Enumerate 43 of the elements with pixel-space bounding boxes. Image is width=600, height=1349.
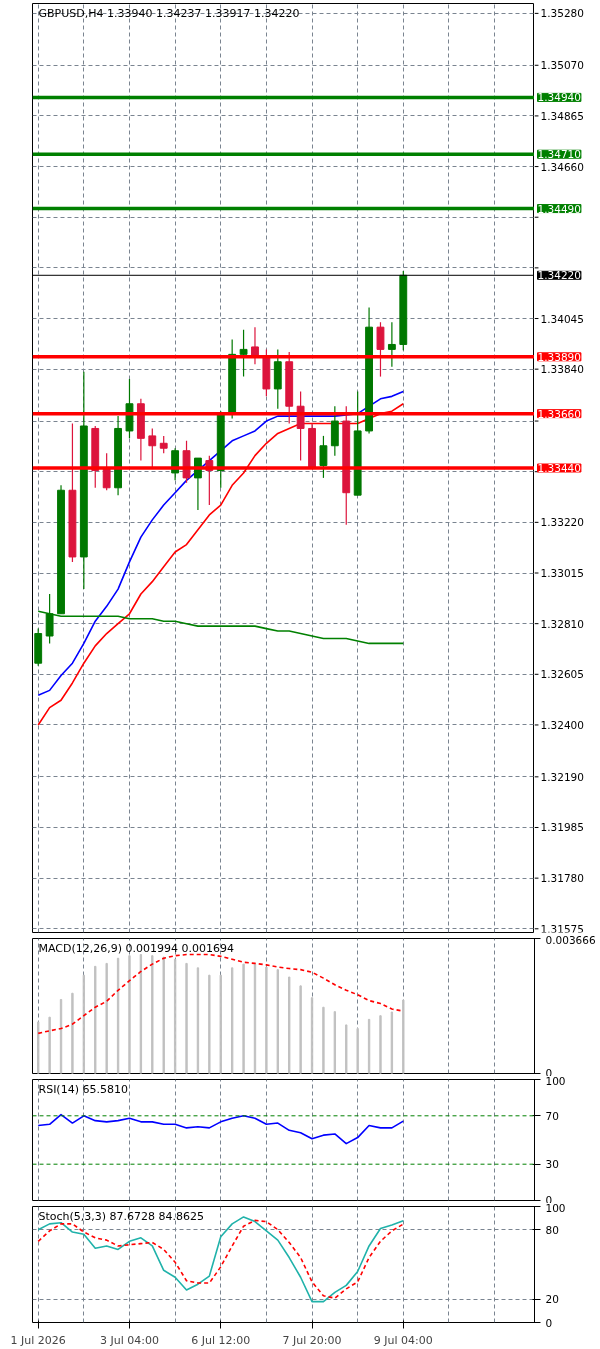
- ref-line-label: 1.34490: [537, 202, 581, 215]
- x-tick-label: 6 Jul 12:00: [191, 1333, 251, 1347]
- y-tick-label: 0.003666: [545, 933, 596, 946]
- x-tick-label: 9 Jul 04:00: [373, 1333, 433, 1347]
- y-tick-label: 1.34045: [540, 312, 584, 325]
- x-tick-label: 3 Jul 04:00: [100, 1333, 159, 1347]
- y-tick-label: 1.35280: [540, 7, 584, 20]
- line-series: [37, 1113, 405, 1145]
- candlestick: [376, 321, 385, 378]
- ref-line-label: 1.34710: [537, 148, 581, 161]
- y-tick-label: 1.32400: [540, 718, 584, 731]
- ref-line-label: 1.34940: [537, 91, 581, 104]
- ref-line-label: 1.33440: [537, 462, 581, 474]
- y-tick-label: 1.34660: [540, 160, 584, 173]
- ref-line-label: 1.33890: [537, 350, 581, 363]
- y-tick-label: 1.33840: [540, 363, 584, 376]
- candlestick: [387, 321, 396, 368]
- y-tick-label: 1.34865: [540, 109, 584, 122]
- y-tick-label: 70: [545, 1109, 559, 1122]
- y-tick-label: 1.33015: [540, 567, 584, 580]
- y-tick-label: 1.32605: [540, 668, 584, 681]
- chart-title: GBPUSD,H4 1.33940 1.34237 1.33917 1.34220: [38, 6, 300, 20]
- chart-title: RSI(14) 65.5810: [38, 1082, 128, 1096]
- y-tick-label: 1.35070: [540, 59, 584, 72]
- candlestick: [148, 427, 157, 469]
- candlestick: [319, 435, 328, 479]
- y-tick-label: 1.31780: [540, 872, 584, 885]
- y-tick-label: 1.33220: [540, 516, 584, 529]
- chart-title: MACD(12,26,9) 0.001994 0.001694: [38, 941, 235, 955]
- chart-title: Stoch(5,3,3) 87.6728 84.8625: [38, 1209, 205, 1223]
- y-tick-label: 1.31575: [540, 922, 584, 935]
- y-tick-label: 0: [545, 1316, 553, 1329]
- y-tick-label: 1.32810: [540, 617, 584, 630]
- y-tick-label: 20: [545, 1293, 559, 1306]
- y-tick-label: 80: [545, 1223, 559, 1236]
- candlestick: [239, 329, 248, 378]
- ref-line-label: 1.34220: [537, 269, 581, 282]
- y-tick-label: 1.31985: [540, 821, 584, 834]
- y-tick-label: 1.32190: [540, 770, 584, 783]
- x-tick-label: 1 Jul 2026: [10, 1333, 66, 1347]
- ref-line-label: 1.33660: [537, 407, 581, 420]
- y-tick-label: 30: [545, 1158, 559, 1171]
- x-tick-label: 7 Jul 20:00: [282, 1333, 342, 1347]
